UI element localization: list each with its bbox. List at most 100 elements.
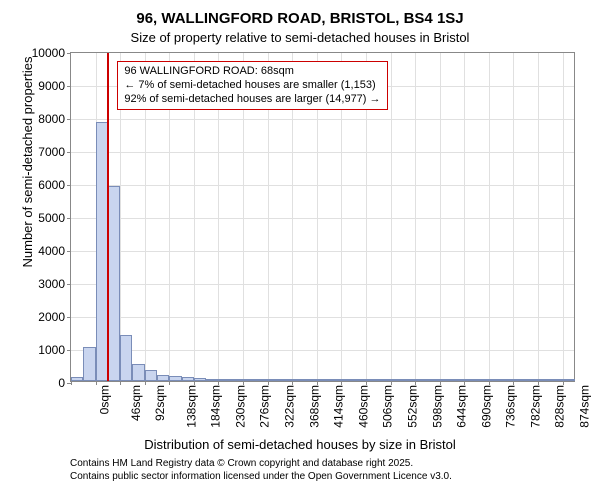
annotation-box: 96 WALLINGFORD ROAD: 68sqm ← 7% of semi-… (117, 61, 387, 110)
x-tick-label: 644sqm (455, 385, 469, 428)
grid-line-v (464, 53, 465, 381)
x-tick-label: 0sqm (97, 385, 111, 414)
histogram-bar (563, 379, 575, 381)
y-axis-label: Number of semi-detached properties (20, 0, 35, 327)
x-tick-mark (440, 381, 441, 385)
grid-line-v (489, 53, 490, 381)
histogram-bar (366, 379, 378, 381)
y-tick-mark (67, 218, 71, 219)
x-tick-mark (268, 381, 269, 385)
histogram-bar (538, 379, 550, 381)
x-tick-label: 276sqm (258, 385, 272, 428)
histogram-bar (96, 122, 108, 381)
histogram-bar (169, 376, 181, 381)
histogram-chart: 96, WALLINGFORD ROAD, BRISTOL, BS4 1SJ S… (0, 0, 600, 500)
x-tick-label: 690sqm (479, 385, 493, 428)
grid-line-h (71, 218, 574, 219)
grid-line-h (71, 350, 574, 351)
histogram-bar (550, 379, 562, 381)
footer-line-2: Contains public sector information licen… (70, 471, 452, 482)
y-tick-mark (67, 350, 71, 351)
histogram-bar (182, 377, 194, 381)
histogram-bar (526, 379, 538, 381)
x-tick-mark (366, 381, 367, 385)
highlight-line (107, 53, 109, 381)
x-tick-mark (194, 381, 195, 385)
histogram-bar (255, 379, 267, 381)
x-tick-mark (169, 381, 170, 385)
x-tick-mark (391, 381, 392, 385)
histogram-bar (132, 364, 144, 381)
y-tick-label: 9000 (38, 79, 65, 93)
histogram-bar (452, 379, 464, 381)
histogram-bar (317, 379, 329, 381)
histogram-bar (403, 379, 415, 381)
x-tick-mark (489, 381, 490, 385)
x-tick-mark (538, 381, 539, 385)
y-tick-label: 10000 (32, 46, 65, 60)
histogram-bar (268, 379, 280, 381)
histogram-bar (280, 379, 292, 381)
y-tick-mark (67, 119, 71, 120)
x-tick-mark (218, 381, 219, 385)
y-tick-label: 3000 (38, 277, 65, 291)
x-tick-mark (317, 381, 318, 385)
y-tick-label: 2000 (38, 310, 65, 324)
histogram-bar (157, 375, 169, 381)
grid-line-h (71, 119, 574, 120)
y-tick-label: 4000 (38, 244, 65, 258)
histogram-bar (427, 379, 439, 381)
footer-line-1: Contains HM Land Registry data © Crown c… (70, 458, 413, 469)
x-tick-label: 598sqm (430, 385, 444, 428)
grid-line-h (71, 152, 574, 153)
x-tick-label: 46sqm (129, 385, 143, 421)
x-tick-mark (120, 381, 121, 385)
y-tick-mark (67, 152, 71, 153)
x-tick-mark (292, 381, 293, 385)
histogram-bar (501, 379, 513, 381)
plot-area: 96 WALLINGFORD ROAD: 68sqm ← 7% of semi-… (70, 52, 575, 382)
y-tick-label: 1000 (38, 343, 65, 357)
y-tick-label: 6000 (38, 178, 65, 192)
x-tick-label: 736sqm (504, 385, 518, 428)
grid-line-v (513, 53, 514, 381)
histogram-bar (231, 379, 243, 381)
grid-line-v (538, 53, 539, 381)
grid-line-v (391, 53, 392, 381)
histogram-bar (378, 379, 390, 381)
x-tick-mark (243, 381, 244, 385)
x-tick-label: 184sqm (209, 385, 223, 428)
x-tick-mark (563, 381, 564, 385)
histogram-bar (218, 379, 230, 381)
x-tick-mark (464, 381, 465, 385)
x-tick-mark (96, 381, 97, 385)
x-tick-mark (415, 381, 416, 385)
y-tick-mark (67, 284, 71, 285)
histogram-bar (108, 186, 120, 381)
grid-line-v (440, 53, 441, 381)
x-tick-label: 460sqm (357, 385, 371, 428)
histogram-bar (513, 379, 525, 381)
histogram-bar (464, 379, 476, 381)
histogram-bar (292, 379, 304, 381)
chart-title: 96, WALLINGFORD ROAD, BRISTOL, BS4 1SJ (0, 10, 600, 27)
histogram-bar (206, 379, 218, 381)
annotation-line-2: ← 7% of semi-detached houses are smaller… (124, 79, 380, 93)
histogram-bar (391, 379, 403, 381)
histogram-bar (194, 378, 206, 381)
x-tick-label: 782sqm (529, 385, 543, 428)
histogram-bar (83, 347, 95, 381)
y-tick-mark (67, 185, 71, 186)
grid-line-h (71, 317, 574, 318)
grid-line-h (71, 284, 574, 285)
x-axis-label: Distribution of semi-detached houses by … (0, 437, 600, 452)
chart-subtitle: Size of property relative to semi-detach… (0, 30, 600, 45)
x-tick-label: 552sqm (406, 385, 420, 428)
histogram-bar (71, 377, 83, 381)
y-tick-mark (67, 251, 71, 252)
x-tick-mark (145, 381, 146, 385)
x-tick-mark (513, 381, 514, 385)
y-tick-mark (67, 317, 71, 318)
histogram-bar (120, 335, 132, 381)
grid-line-h (71, 251, 574, 252)
